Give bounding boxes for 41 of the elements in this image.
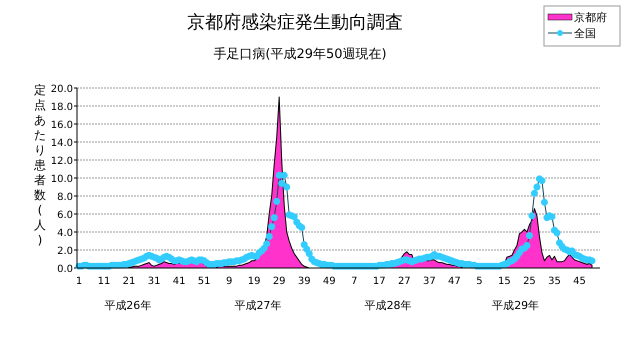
x-tick-label: 37 xyxy=(422,276,436,287)
x-tick-label: 29 xyxy=(272,276,286,287)
y-tick-label: 20.0 xyxy=(50,84,73,95)
y-tick-label: 14.0 xyxy=(50,138,73,149)
x-tick-label: 11 xyxy=(98,276,110,287)
chart-subtitle: 手足口病(平成29年50週現在) xyxy=(213,47,387,62)
x-tick-label: 9 xyxy=(226,276,232,287)
x-tick-label: 7 xyxy=(351,276,358,287)
x-tick-label: 1 xyxy=(76,276,82,287)
text: 平成29年 xyxy=(492,299,540,312)
x-tick-label: 45 xyxy=(573,276,586,287)
y-tick-label: 16.0 xyxy=(50,120,73,131)
y-tick-label: 8.0 xyxy=(57,192,73,203)
x-tick-label: 31 xyxy=(148,276,160,287)
text: 平成26年 xyxy=(104,299,152,312)
x-tick-label: 39 xyxy=(298,276,311,287)
x-tick-label: 47 xyxy=(448,276,461,287)
y-tick-label: 18.0 xyxy=(50,102,73,113)
x-tick-label: 49 xyxy=(322,276,336,287)
legend-label: 京都府 xyxy=(574,11,607,24)
y-tick-label: 2.0 xyxy=(57,246,73,257)
x-tick-label: 21 xyxy=(122,276,136,287)
y-tick-label: 6.0 xyxy=(57,210,73,221)
y-tick-label: 10.0 xyxy=(50,174,73,185)
y-tick-label: 12.0 xyxy=(50,156,73,167)
y-tick-label: 0.0 xyxy=(57,264,73,275)
y-tick-label: 4.0 xyxy=(57,228,73,239)
x-tick-label: 19 xyxy=(248,276,261,287)
x-tick-label: 5 xyxy=(476,276,483,287)
text: 平成28年 xyxy=(364,299,412,312)
x-tick-label: 27 xyxy=(398,276,411,287)
legend-label: 全国 xyxy=(574,27,596,40)
chart-title: 京都府感染症発生動向調査 xyxy=(187,12,403,33)
text: 平成27年 xyxy=(234,299,282,312)
x-tick-label: 25 xyxy=(523,276,536,287)
x-tick-label: 15 xyxy=(498,276,511,287)
x-tick-label: 51 xyxy=(198,276,210,287)
y-axis-title: 定点あたり患者数(人) xyxy=(34,83,46,247)
x-tick-label: 17 xyxy=(372,276,386,287)
x-tick-label: 41 xyxy=(172,276,186,287)
x-tick-label: 35 xyxy=(548,276,561,287)
